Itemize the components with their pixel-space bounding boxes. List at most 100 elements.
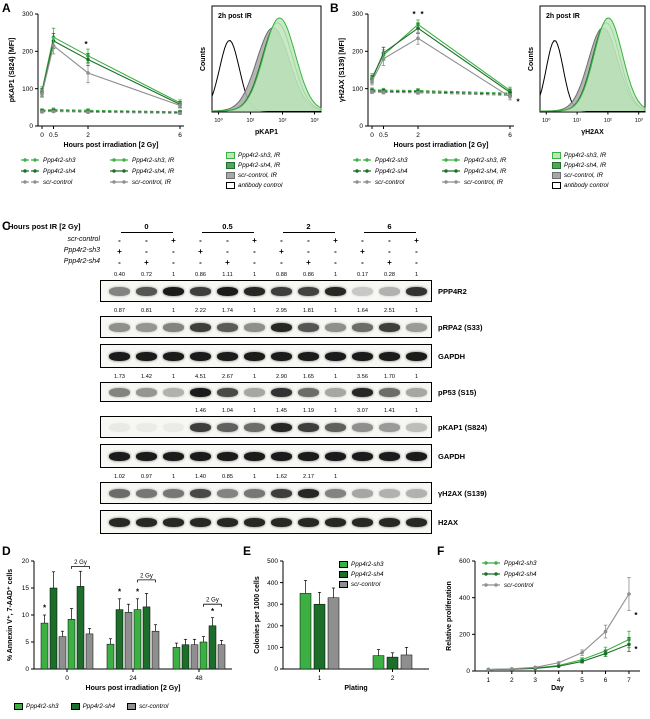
legend-label: Ppp4r2-sh3, IR [564, 152, 607, 159]
legend-swatch-icon [226, 182, 235, 189]
protein-band [325, 351, 346, 361]
legend-item: Ppp4r2-sh4, IR [109, 167, 192, 175]
lane-mark: - [172, 247, 175, 256]
protein-band [136, 517, 157, 527]
legend-swatch-icon [552, 162, 561, 169]
data-point [533, 665, 538, 670]
chart-text: * [516, 97, 520, 106]
chart-text: pKAP1 (S824) [MFI] [9, 38, 16, 103]
lane-mark: - [145, 247, 148, 256]
chart-text: 2 [86, 132, 90, 139]
protein-band [325, 451, 346, 461]
data-point [416, 36, 420, 41]
legend-label: Ppp4r2-sh3 [504, 559, 537, 567]
bar-chart: 0 100 200 300 400 500 1 2 Plating Colonies per 10… [254, 558, 429, 692]
lane-mark: - [415, 258, 418, 267]
band-quantification: 0.28 [384, 272, 395, 278]
series-line [488, 593, 630, 671]
legend-label: Ppp4r2-sh3 [375, 156, 408, 164]
chart-text: * [634, 645, 638, 654]
legend-label: Ppp4r2-sh3 [26, 703, 59, 710]
protein-band [217, 351, 238, 361]
legend-label: Ppp4r2-sh3, IR [238, 152, 281, 159]
legend-item: scr-control [20, 178, 103, 186]
chart-text: 10³ [310, 118, 318, 124]
legend-label: Ppp4r2-sh4 [351, 571, 384, 578]
chart-text: Day [551, 685, 564, 692]
blot-target-label: GAPDH [438, 452, 466, 461]
legend-line-sample [353, 180, 371, 184]
protein-band [379, 517, 400, 527]
band-quantification: 1.11 [222, 272, 233, 278]
chart-text: 0 [359, 123, 363, 130]
legend-item: Ppp4r2-sh4 [339, 571, 384, 578]
legend-label: scr-control, IR [238, 172, 278, 179]
blot-strip [100, 280, 432, 302]
bar [190, 644, 199, 670]
circle-shape [122, 169, 126, 173]
protein-band [163, 286, 184, 296]
flow-histogram: 2h post IR Counts 10⁰ 10¹ 10² 10³ pKAP1 [200, 5, 322, 136]
blot-strip [100, 382, 432, 402]
chart-text: 0 [40, 132, 44, 139]
chart-text: 3 [533, 677, 537, 684]
bar [106, 643, 115, 670]
circle-shape [494, 583, 498, 587]
protein-band [271, 517, 292, 527]
protein-band [271, 322, 292, 332]
blot-strip [100, 482, 432, 504]
lane-mark: - [334, 247, 337, 256]
band-quantification: 1 [252, 408, 257, 414]
legend-item: scr-control, IR [226, 172, 282, 179]
condition-row-label: Ppp4r2-sh4 [63, 258, 100, 265]
band-quantification: 4.51 [195, 374, 206, 380]
panel-e-label: E [243, 544, 252, 558]
panel-f-label: F [437, 544, 445, 558]
bar [400, 654, 413, 670]
protein-band [352, 422, 373, 432]
series-line [371, 91, 511, 96]
chart-text: 6 [604, 677, 608, 684]
data-point [508, 90, 512, 95]
lane-mark: - [253, 247, 256, 256]
band-quantification: 1.81 [303, 308, 314, 314]
lane-mark: - [226, 236, 229, 245]
protein-band [325, 422, 346, 432]
lane-mark: - [118, 236, 121, 245]
data-point [178, 111, 182, 116]
band-quantification: 0.72 [141, 272, 152, 278]
bar [327, 597, 340, 670]
protein-band [298, 351, 319, 361]
legend-swatch-icon [14, 703, 23, 710]
protein-band [325, 286, 346, 296]
band-quantification: 0.85 [222, 474, 233, 480]
lane-mark: - [388, 247, 391, 256]
circle-shape [122, 180, 126, 184]
lane-mark: - [199, 258, 202, 267]
chart-text: 48 [195, 675, 203, 682]
circle-shape [484, 561, 488, 565]
bar [67, 619, 76, 670]
lane-mark: + [279, 247, 284, 256]
blot-strip [100, 344, 432, 368]
legend-item: Ppp4r2-sh4, IR [441, 167, 524, 175]
protein-band [325, 488, 346, 498]
circle-shape [365, 169, 369, 173]
series-line [371, 89, 511, 94]
band-quantification: 0.86 [303, 272, 314, 278]
band-quantification: 0.40 [114, 272, 125, 278]
band-quantification: 1.40 [195, 474, 206, 480]
legend-line-sample [442, 158, 460, 162]
protein-band [379, 322, 400, 332]
chart-text: 2 [391, 675, 395, 682]
bar [217, 644, 226, 670]
legend-item: Ppp4r2-sh4 [481, 570, 537, 578]
chart-text: 10³ [635, 118, 643, 124]
legend-line-sample [442, 180, 460, 184]
legend-item: scr-control [481, 581, 537, 589]
legend-swatch-icon [226, 152, 235, 159]
protein-band [244, 351, 265, 361]
chart-text: Hours post irradiation [2 Gy] [64, 142, 159, 149]
hours-post-ir-title: Hours post IR [2 Gy] [8, 222, 81, 231]
panel-a-chart: 0 100 200 300 0 0.5 2 6 Hours post irradiation [… [6, 6, 192, 157]
